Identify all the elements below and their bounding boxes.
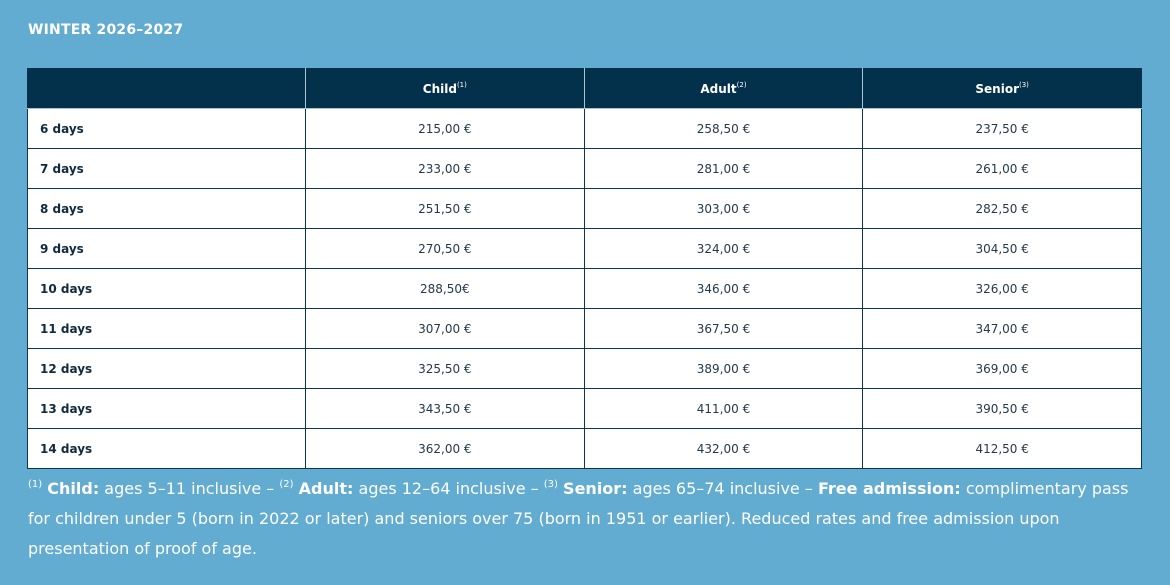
table-row: 10 days 288,50€ 346,00 € 326,00 € [27, 268, 1142, 309]
price-cell-child: 233,00 € [305, 148, 585, 189]
price-cell-child: 288,50€ [305, 268, 585, 309]
page-title: WINTER 2026–2027 [28, 22, 184, 38]
row-label: 9 days [27, 228, 306, 269]
price-cell-adult: 281,00 € [583, 148, 864, 189]
price-cell-senior: 369,00 € [862, 348, 1142, 389]
table-row: 13 days 343,50 € 411,00 € 390,50 € [27, 388, 1142, 429]
footnote-ref-2: (2) [736, 80, 747, 89]
header-empty-cell [27, 68, 306, 109]
table-row: 14 days 362,00 € 432,00 € 412,50 € [27, 428, 1142, 469]
price-cell-child: 307,00 € [305, 308, 585, 349]
table-row: 12 days 325,50 € 389,00 € 369,00 € [27, 348, 1142, 389]
price-cell-child: 251,50 € [305, 188, 585, 229]
senior-label: Senior: [563, 479, 628, 498]
adult-label: Adult: [298, 479, 354, 498]
price-cell-senior: 412,50 € [862, 428, 1142, 469]
price-cell-child: 325,50 € [305, 348, 585, 389]
price-cell-senior: 390,50 € [862, 388, 1142, 429]
price-cell-senior: 282,50 € [862, 188, 1142, 229]
free-admission-label: Free admission: [817, 479, 961, 498]
table-row: 6 days 215,00 € 258,50 € 237,50 € [27, 108, 1142, 149]
row-label: 14 days [27, 428, 306, 469]
row-label: 8 days [27, 188, 306, 229]
price-cell-adult: 389,00 € [583, 348, 864, 389]
row-label: 6 days [27, 108, 306, 149]
price-cell-child: 362,00 € [305, 428, 585, 469]
table-row: 8 days 251,50 € 303,00 € 282,50 € [27, 188, 1142, 229]
price-cell-adult: 324,00 € [583, 228, 864, 269]
footnote-ref-3: (3) [1019, 80, 1029, 89]
row-label: 11 days [27, 308, 306, 349]
price-cell-adult: 411,00 € [583, 388, 864, 429]
price-cell-adult: 432,00 € [583, 428, 864, 469]
footnote-ref-1: (1) [456, 80, 467, 89]
price-cell-child: 270,50 € [305, 228, 585, 269]
price-cell-child: 215,00 € [305, 108, 585, 149]
price-cell-senior: 304,50 € [862, 228, 1142, 269]
price-cell-adult: 346,00 € [583, 268, 864, 309]
senior-text: ages 65–74 inclusive – [627, 479, 818, 498]
footnote-marker-3: (3) [543, 479, 558, 490]
table-row: 11 days 307,00 € 367,50 € 347,00 € [27, 308, 1142, 349]
row-label: 10 days [27, 268, 306, 309]
table-header-row: Child(1) Adult(2) Senior(3) [27, 68, 1142, 109]
price-cell-adult: 367,50 € [583, 308, 864, 349]
table-row: 7 days 233,00 € 281,00 € 261,00 € [27, 148, 1142, 189]
footnote-marker-1: (1) [28, 479, 43, 490]
price-cell-senior: 326,00 € [862, 268, 1142, 309]
footnote-marker-2: (2) [279, 479, 294, 490]
price-cell-adult: 303,00 € [583, 188, 864, 229]
price-cell-senior: 237,50 € [862, 108, 1142, 149]
header-adult: Adult(2) [583, 68, 864, 109]
footnote-text: (1) Child: ages 5–11 inclusive – (2) Adu… [28, 474, 1138, 564]
header-child: Child(1) [305, 68, 585, 109]
row-label: 12 days [27, 348, 306, 389]
adult-text: ages 12–64 inclusive – [353, 479, 544, 498]
child-label: Child: [47, 479, 100, 498]
child-text: ages 5–11 inclusive – [99, 479, 280, 498]
header-senior: Senior(3) [862, 68, 1142, 109]
row-label: 13 days [27, 388, 306, 429]
price-cell-adult: 258,50 € [583, 108, 864, 149]
free-admission-text: complimentary pass for children under 5 … [28, 479, 1129, 558]
row-label: 7 days [27, 148, 306, 189]
price-cell-child: 343,50 € [305, 388, 585, 429]
price-table: Child(1) Adult(2) Senior(3) 6 days 215,0… [27, 68, 1142, 469]
price-cell-senior: 347,00 € [862, 308, 1142, 349]
table-row: 9 days 270,50 € 324,00 € 304,50 € [27, 228, 1142, 269]
price-cell-senior: 261,00 € [862, 148, 1142, 189]
